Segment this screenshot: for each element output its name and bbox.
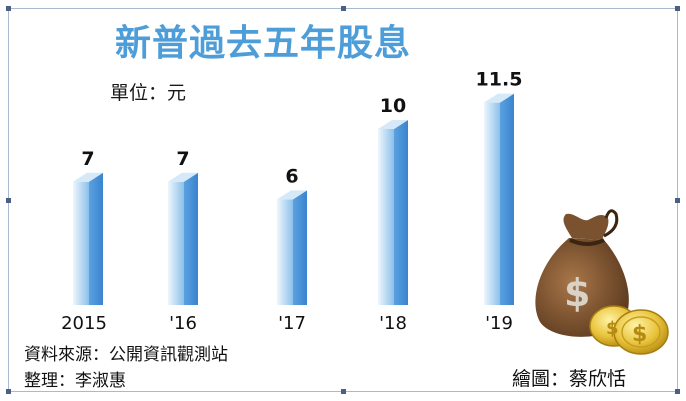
svg-text:$: $ (606, 318, 619, 339)
bar (277, 190, 307, 305)
bar (168, 172, 198, 305)
x-tick-label: '19 (485, 313, 513, 334)
bar (73, 172, 103, 305)
bar-value-label: 10 (380, 95, 406, 117)
svg-text:$: $ (632, 322, 647, 347)
dollar-coin-icon: $ $ (589, 305, 669, 355)
unit-label: 單位：元 (110, 82, 187, 104)
resize-handle-bottom-right[interactable] (675, 389, 680, 394)
data-source: 資料來源：公開資訊觀測站 (24, 345, 228, 365)
bar (378, 120, 408, 305)
resize-handle-bottom-center[interactable] (341, 389, 346, 394)
resize-handle-top-center[interactable] (341, 6, 346, 11)
resize-handle-top-left[interactable] (6, 6, 11, 11)
bar-value-label: 7 (176, 148, 189, 170)
svg-text:$: $ (564, 271, 590, 315)
bar-value-label: 11.5 (476, 69, 523, 91)
resize-handle-bottom-left[interactable] (6, 389, 11, 394)
resize-handle-middle-right[interactable] (675, 198, 680, 203)
editor-credit: 整理：李淑惠 (24, 371, 126, 391)
resize-handle-top-right[interactable] (675, 6, 680, 11)
bar (484, 93, 514, 305)
chart-title: 新普過去五年股息 (115, 23, 412, 64)
x-tick-label: '18 (379, 313, 407, 334)
resize-handle-middle-left[interactable] (6, 198, 11, 203)
x-tick-label: 2015 (61, 313, 107, 334)
x-tick-label: '16 (169, 313, 197, 334)
bar-value-label: 7 (81, 148, 94, 170)
x-tick-label: '17 (278, 313, 306, 334)
illustrator-credit: 繪圖：蔡欣恬 (512, 368, 627, 390)
bar-value-label: 6 (285, 165, 298, 187)
